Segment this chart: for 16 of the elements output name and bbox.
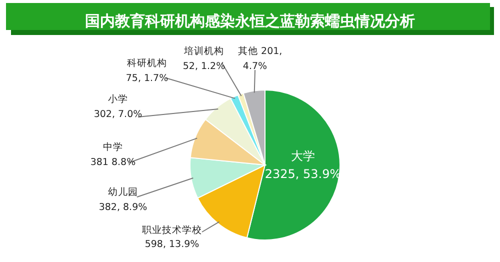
- slice-label: 小学: [108, 93, 128, 105]
- slice-label: 幼儿园: [108, 186, 138, 198]
- chart-title: 国内教育科研机构感染永恒之蓝勒索蠕虫情况分析: [85, 12, 415, 30]
- slice-label: 其他 201, 4.7%: [238, 45, 282, 72]
- data-label: 381 8.8%: [90, 157, 136, 168]
- slice-label: 大学: [291, 149, 315, 163]
- data-label: 75, 1.7%: [126, 73, 168, 84]
- data-label: 2325, 53.9%: [264, 167, 342, 181]
- data-label: 302, 7.0%: [94, 109, 142, 120]
- data-label: 382, 8.9%: [98, 202, 148, 213]
- slice-label: 科研机构: [127, 57, 167, 69]
- slice-label: 职业技术学校: [142, 224, 202, 236]
- slice-label: 培训机构: [183, 45, 224, 57]
- data-label: 598, 13.9%: [144, 239, 200, 250]
- data-label: 52, 1.2%: [182, 61, 226, 72]
- slice-label: 中学: [103, 141, 123, 153]
